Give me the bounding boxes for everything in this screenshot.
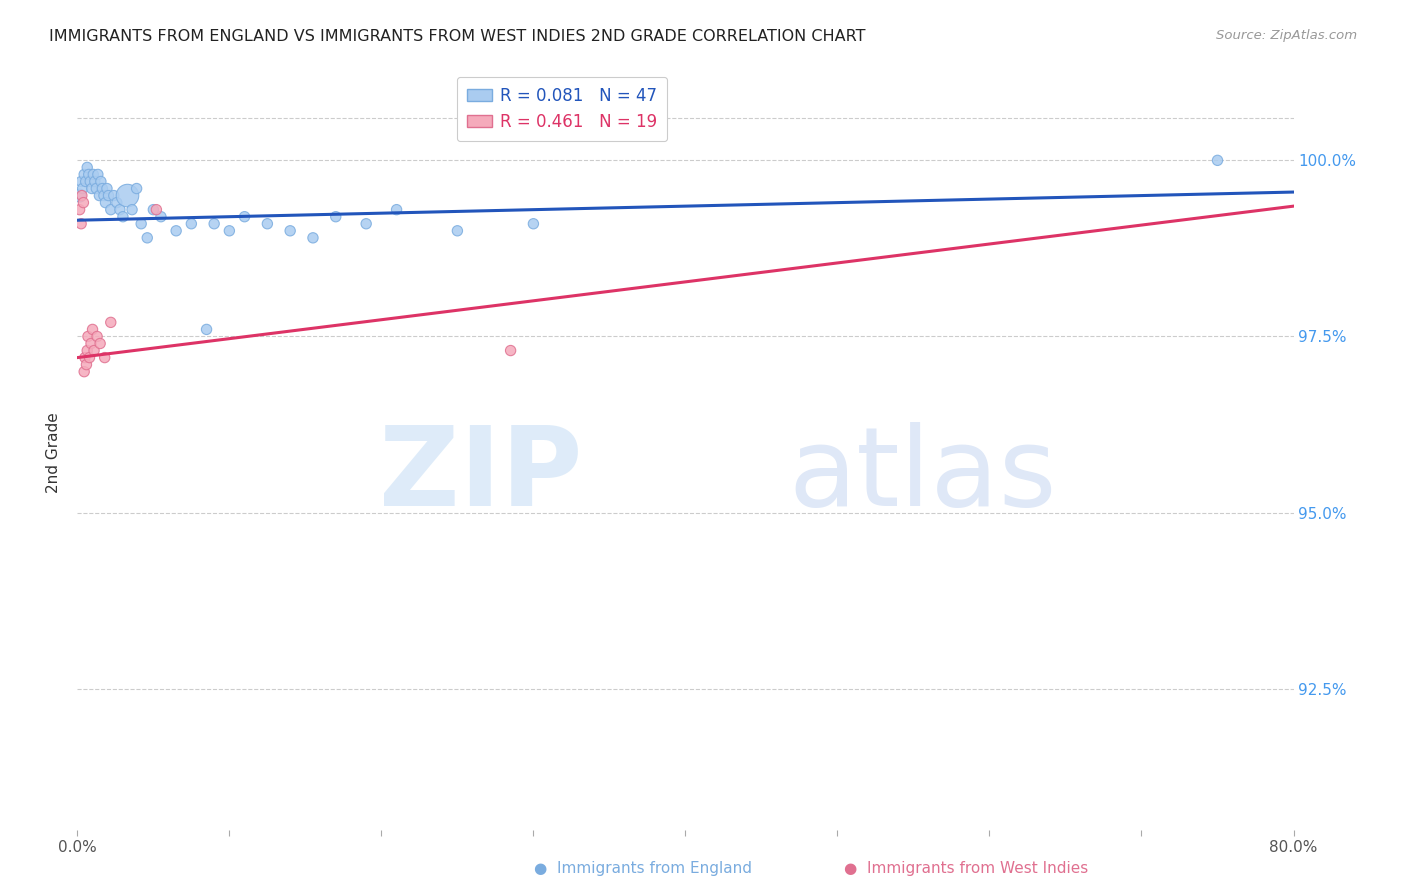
- Text: ●  Immigrants from England: ● Immigrants from England: [534, 861, 752, 876]
- Point: [354, 217, 377, 231]
- Point: [111, 210, 134, 224]
- Point: [70, 174, 93, 188]
- Point: [73, 351, 96, 365]
- Point: [108, 202, 131, 217]
- Point: [86, 329, 108, 343]
- Point: [79, 174, 101, 188]
- Point: [142, 202, 165, 217]
- Point: [149, 210, 172, 224]
- Point: [70, 217, 93, 231]
- Point: [1206, 153, 1229, 168]
- Point: [70, 188, 93, 202]
- Point: [89, 336, 111, 351]
- Point: [117, 188, 139, 202]
- Point: [195, 322, 218, 336]
- Point: [165, 224, 187, 238]
- Point: [89, 188, 111, 202]
- Point: [145, 202, 167, 217]
- Point: [69, 202, 91, 217]
- Point: [256, 217, 278, 231]
- Point: [82, 168, 104, 182]
- Point: [136, 231, 159, 245]
- Point: [72, 181, 94, 195]
- Point: [75, 358, 97, 372]
- Point: [125, 181, 148, 195]
- Point: [129, 217, 152, 231]
- Point: [90, 174, 112, 188]
- Point: [77, 329, 100, 343]
- Point: [83, 174, 105, 188]
- Point: [82, 322, 104, 336]
- Point: [86, 181, 108, 195]
- Point: [73, 168, 96, 182]
- Text: atlas: atlas: [789, 422, 1057, 529]
- Point: [103, 188, 125, 202]
- Point: [73, 365, 96, 379]
- Point: [121, 202, 143, 217]
- Point: [91, 181, 114, 195]
- Point: [96, 181, 118, 195]
- Point: [76, 161, 98, 175]
- Point: [87, 168, 110, 182]
- Point: [302, 231, 325, 245]
- Point: [83, 343, 105, 358]
- Point: [105, 195, 128, 210]
- Point: [180, 217, 202, 231]
- Text: IMMIGRANTS FROM ENGLAND VS IMMIGRANTS FROM WEST INDIES 2ND GRADE CORRELATION CHA: IMMIGRANTS FROM ENGLAND VS IMMIGRANTS FR…: [49, 29, 866, 44]
- Point: [385, 202, 408, 217]
- Point: [218, 224, 240, 238]
- Point: [100, 315, 122, 329]
- Point: [499, 343, 522, 358]
- Point: [77, 168, 100, 182]
- Point: [76, 343, 98, 358]
- Point: [446, 224, 468, 238]
- Text: ●  Immigrants from West Indies: ● Immigrants from West Indies: [844, 861, 1088, 876]
- Point: [100, 202, 122, 217]
- Point: [93, 351, 115, 365]
- Legend: R = 0.081   N = 47, R = 0.461   N = 19: R = 0.081 N = 47, R = 0.461 N = 19: [457, 77, 666, 141]
- Point: [80, 181, 103, 195]
- Point: [233, 210, 256, 224]
- Point: [72, 195, 94, 210]
- Point: [97, 188, 120, 202]
- Point: [80, 336, 103, 351]
- Point: [94, 195, 117, 210]
- Point: [75, 174, 97, 188]
- Text: Source: ZipAtlas.com: Source: ZipAtlas.com: [1216, 29, 1357, 42]
- Point: [93, 188, 115, 202]
- Point: [202, 217, 225, 231]
- Point: [325, 210, 347, 224]
- Y-axis label: 2nd Grade: 2nd Grade: [46, 412, 62, 493]
- Text: ZIP: ZIP: [378, 422, 582, 529]
- Point: [278, 224, 301, 238]
- Point: [69, 188, 91, 202]
- Point: [79, 351, 101, 365]
- Point: [522, 217, 544, 231]
